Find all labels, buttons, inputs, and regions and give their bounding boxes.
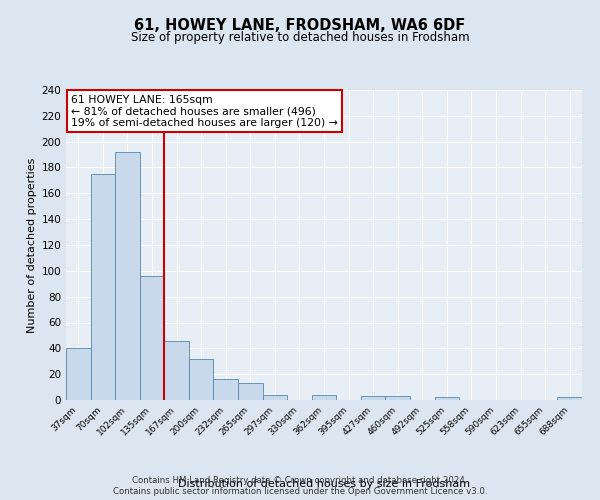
Text: 61 HOWEY LANE: 165sqm
← 81% of detached houses are smaller (496)
19% of semi-det: 61 HOWEY LANE: 165sqm ← 81% of detached … [71, 94, 338, 128]
Bar [557, 398, 582, 400]
X-axis label: Distribution of detached houses by size in Frodsham: Distribution of detached houses by size … [178, 478, 470, 488]
Bar [91, 174, 115, 400]
Bar [140, 276, 164, 400]
Bar [312, 395, 336, 400]
Bar [238, 383, 263, 400]
Bar [189, 358, 214, 400]
Text: Contains HM Land Registry data © Crown copyright and database right 2024.: Contains HM Land Registry data © Crown c… [132, 476, 468, 485]
Text: Contains public sector information licensed under the Open Government Licence v3: Contains public sector information licen… [113, 487, 487, 496]
Bar [385, 396, 410, 400]
Bar [214, 380, 238, 400]
Bar [164, 340, 189, 400]
Bar [66, 348, 91, 400]
Bar [434, 398, 459, 400]
Bar [263, 395, 287, 400]
Bar [115, 152, 140, 400]
Text: 61, HOWEY LANE, FRODSHAM, WA6 6DF: 61, HOWEY LANE, FRODSHAM, WA6 6DF [134, 18, 466, 32]
Y-axis label: Number of detached properties: Number of detached properties [27, 158, 37, 332]
Bar [361, 396, 385, 400]
Text: Size of property relative to detached houses in Frodsham: Size of property relative to detached ho… [131, 31, 469, 44]
